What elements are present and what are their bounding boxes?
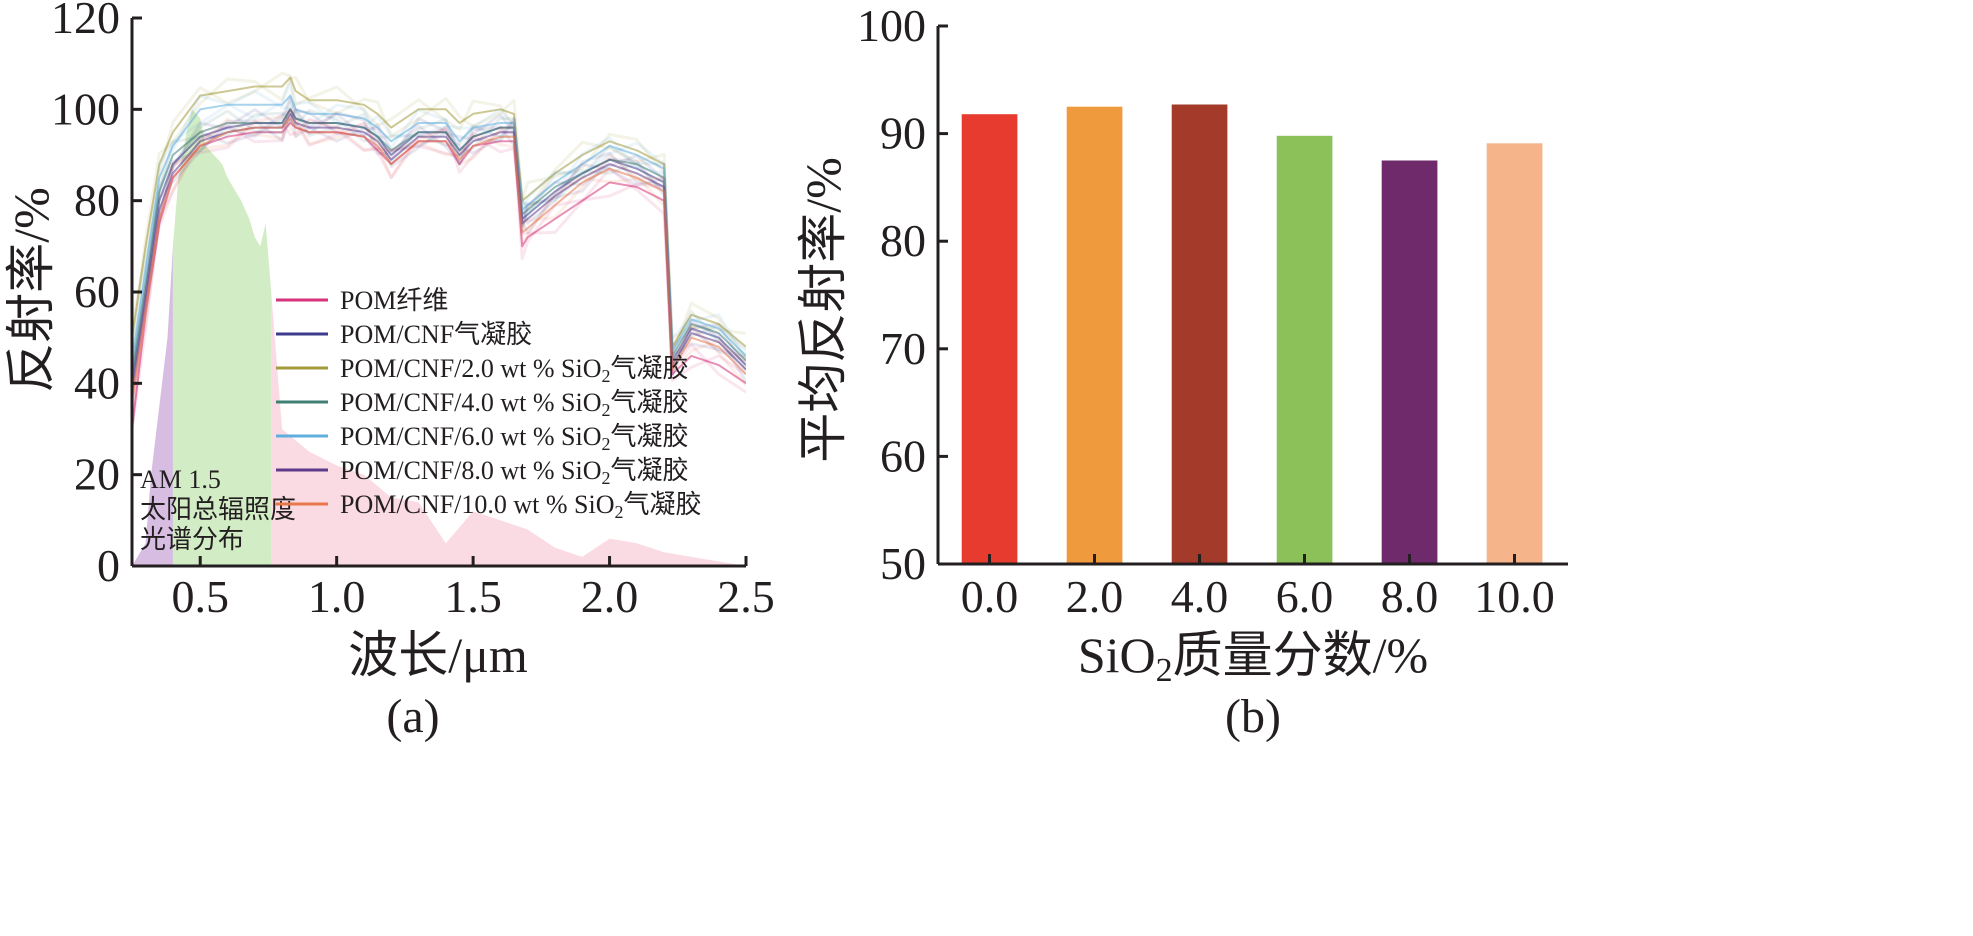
bar	[1066, 106, 1123, 564]
bar	[961, 114, 1018, 564]
x-axis-title: SiO2质量分数/%	[1078, 627, 1428, 689]
reflectance-lines	[132, 71, 746, 430]
y-tick-label: 0	[97, 540, 120, 591]
legend-text-part: 气凝胶	[611, 354, 689, 383]
solar-annotation-line: AM 1.5	[140, 465, 221, 494]
y-tick-label: 60	[74, 266, 120, 317]
x-axis-title: 波长/μm	[348, 627, 528, 683]
legend-text-part: 气凝胶	[611, 388, 689, 417]
x-tick-label: 10.0	[1474, 571, 1555, 622]
legend-subscript: 2	[602, 366, 611, 386]
y-axis-title: 平均反射率/%	[795, 157, 851, 463]
y-tick-label: 90	[880, 108, 926, 159]
x-tick-label: 2.0	[1066, 571, 1124, 622]
legend-text-part: POM/CNF/4.0 wt % SiO	[340, 388, 602, 417]
series-line	[132, 115, 746, 399]
legend-text-part: POM/CNF/2.0 wt % SiO	[340, 354, 602, 383]
x-tick-label: 6.0	[1276, 571, 1334, 622]
legend-text-part: POM/CNF气凝胶	[340, 320, 532, 349]
solar-spectrum-area	[132, 109, 746, 566]
y-tick-label: 120	[51, 0, 120, 43]
series-line	[132, 81, 746, 367]
series-line-group	[132, 107, 746, 406]
x-tick-marks: 0.5 1.0 1.5 2.0 2.5	[171, 556, 775, 622]
legend-text-part: POM/CNF/10.0 wt % SiO	[340, 490, 615, 519]
series-line-group	[132, 71, 746, 361]
x-axis-title-subscript: 2	[1156, 652, 1173, 689]
average-reflectance-bar-chart: 50 60 70 80 90 100 0.0 2.0 4.0 6.0 8.0 10.0 平均反射率/…	[795, 0, 1568, 743]
legend-text-part: POM/CNF/6.0 wt % SiO	[340, 422, 602, 451]
panel-label: (b)	[1225, 690, 1281, 743]
series-line	[132, 76, 746, 348]
legend-text-part: 气凝胶	[611, 456, 689, 485]
bar	[1381, 160, 1438, 564]
legend-label: POM/CNF/4.0 wt % SiO2气凝胶	[340, 388, 689, 420]
legend-subscript: 2	[602, 400, 611, 420]
legend-text-part: POM/CNF/8.0 wt % SiO	[340, 456, 602, 485]
solar-band-ultraviolet	[132, 246, 173, 566]
y-tick-label: 100	[857, 0, 926, 51]
bar	[1171, 104, 1228, 564]
y-tick-label: 70	[880, 323, 926, 374]
series-line	[132, 108, 746, 375]
bars	[961, 104, 1543, 565]
panel-label: (a)	[386, 690, 439, 743]
x-tick-label: 1.0	[308, 571, 366, 622]
y-tick-label: 80	[74, 175, 120, 226]
x-tick-marks: 0.0 2.0 4.0 6.0 8.0 10.0	[961, 554, 1555, 622]
series-line	[132, 117, 746, 402]
x-tick-label: 0.0	[961, 571, 1019, 622]
legend-label: POM/CNF/2.0 wt % SiO2气凝胶	[340, 354, 689, 386]
legend-label: POM/CNF/6.0 wt % SiO2气凝胶	[340, 422, 689, 454]
series-line	[132, 107, 746, 406]
legend-subscript: 2	[615, 502, 624, 522]
solar-annotation-line: 光谱分布	[140, 525, 244, 554]
y-tick-label: 20	[74, 449, 120, 500]
legend-text-part: 气凝胶	[624, 490, 702, 519]
y-tick-label: 80	[880, 215, 926, 266]
y-tick-label: 50	[880, 538, 926, 589]
legend-text-part: POM纤维	[340, 286, 448, 315]
series-line	[132, 89, 746, 372]
x-axis-title-part: SiO	[1078, 627, 1156, 683]
y-tick-marks: 0 20 40 60 80 100 120	[51, 0, 142, 591]
x-tick-label: 2.5	[717, 571, 775, 622]
bar	[1486, 143, 1543, 565]
y-axis-title: 反射率/%	[3, 187, 59, 393]
y-tick-label: 100	[51, 83, 120, 134]
solar-band-visible	[172, 109, 272, 566]
solar-annotation-line: 太阳总辐照度	[140, 495, 296, 524]
reflectance-spectra-chart: 0 20 40 60 80 100 120 0.5 1.0 1.5 2.0 2.5 反射率/% 波长…	[3, 0, 775, 743]
legend-label: POM/CNF/10.0 wt % SiO2气凝胶	[340, 490, 702, 522]
legend-subscript: 2	[602, 468, 611, 488]
x-axis-title-part: 质量分数/%	[1173, 627, 1429, 683]
x-tick-label: 0.5	[171, 571, 229, 622]
legend-label: POM/CNF气凝胶	[340, 320, 532, 349]
x-tick-label: 4.0	[1171, 571, 1229, 622]
series-line	[132, 94, 746, 361]
series-line-group	[132, 81, 746, 372]
y-tick-marks: 50 60 70 80 90 100	[857, 0, 948, 589]
legend-label: POM纤维	[340, 286, 448, 315]
series-line	[132, 97, 746, 377]
legend-subscript: 2	[602, 434, 611, 454]
x-tick-label: 1.5	[444, 571, 502, 622]
legend-label: POM/CNF/8.0 wt % SiO2气凝胶	[340, 456, 689, 488]
x-tick-label: 2.0	[581, 571, 639, 622]
x-tick-label: 8.0	[1381, 571, 1439, 622]
legend-text-part: 气凝胶	[611, 422, 689, 451]
y-tick-label: 40	[74, 357, 120, 408]
bar	[1276, 135, 1333, 565]
series-line	[132, 95, 746, 376]
y-tick-label: 60	[880, 430, 926, 481]
solar-band-near-infrared	[271, 292, 746, 566]
